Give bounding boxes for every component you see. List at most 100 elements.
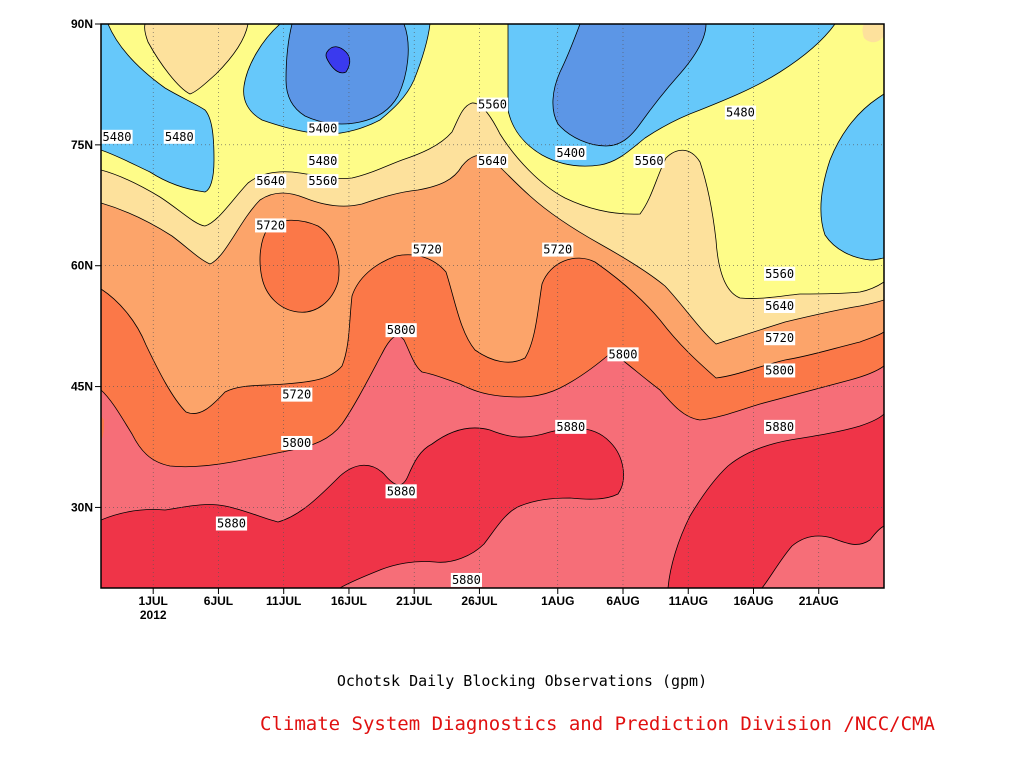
contour-line-5880-right xyxy=(667,413,884,588)
contour-labels: 5480 5480 5400 5480 5560 5640 5720 5720 5560 5640… xyxy=(101,97,796,587)
x-tick-label: 21AUG xyxy=(799,594,839,608)
contour-label: 5720 xyxy=(256,218,285,232)
contour-label-bg xyxy=(476,153,509,168)
x-tick-label: 11AUG xyxy=(669,594,708,608)
contour-label: 5560 xyxy=(478,98,507,112)
contour-label: 5560 xyxy=(308,174,337,188)
contour-label-bg xyxy=(450,572,482,587)
contour-line-5560-upperleft xyxy=(144,24,249,95)
x-tick-label: 11JUL xyxy=(266,594,301,608)
contour-label: 5800 xyxy=(609,347,638,361)
contour-label-bg xyxy=(307,174,339,189)
contour-label-bg xyxy=(764,266,796,281)
contour-label: 5720 xyxy=(765,331,794,345)
contour-label-bg xyxy=(764,331,796,346)
band-5320-5400-right xyxy=(552,24,706,146)
contour-label: 5800 xyxy=(765,363,794,377)
x-year-label: 2012 xyxy=(140,608,167,622)
x-tick-label: 6JUL xyxy=(204,594,233,608)
band-5720-5800-island xyxy=(260,220,340,313)
contour-label-bg xyxy=(764,363,796,378)
contour-label-bg xyxy=(163,129,195,144)
contour-line-5720 xyxy=(101,254,884,414)
contour-label: 5880 xyxy=(387,484,416,498)
contour-label: 5640 xyxy=(478,154,507,168)
contour-label-bg xyxy=(307,121,339,136)
contour-line-5480-farright xyxy=(820,93,884,261)
contour-line-5560 xyxy=(101,102,884,299)
contour-line-5480-right xyxy=(507,24,836,167)
y-tick-label: 60N xyxy=(71,259,93,273)
contour-line-5400-right xyxy=(552,24,707,147)
band-5560-5640-upper-left xyxy=(144,24,248,94)
contour-label-bg xyxy=(101,129,133,144)
contour-label-bg xyxy=(307,153,339,168)
contour-label-bg xyxy=(255,174,287,189)
contour-label: 5480 xyxy=(726,106,755,120)
y-tick-label: 90N xyxy=(71,17,93,31)
plot-frame xyxy=(100,23,885,589)
contour-label: 5880 xyxy=(452,573,481,587)
contour-line-5880-inset xyxy=(761,525,884,588)
contour-label: 5880 xyxy=(556,420,585,434)
band-5560-5640-upper-right xyxy=(862,24,884,43)
contour-label-bg xyxy=(633,153,665,168)
chart-title: Ochotsk Daily Blocking Observations (gpm… xyxy=(336,672,708,690)
contour-label-bg xyxy=(255,218,287,233)
contour-label-bg xyxy=(411,242,443,257)
x-tick-label: 1JUL xyxy=(139,594,168,608)
contour-label-bg xyxy=(764,299,796,313)
y-tick-label: 30N xyxy=(71,500,93,514)
band-above-5880-left xyxy=(101,427,624,588)
contour-label-bg xyxy=(385,323,417,338)
band-5320-5400-center xyxy=(286,24,409,124)
band-5400-5480-top-left xyxy=(101,24,214,192)
contour-label: 5480 xyxy=(165,130,194,144)
contour-line-5720-island xyxy=(259,219,340,313)
contour-line-5800 xyxy=(101,335,884,468)
contour-label-bg xyxy=(281,435,313,450)
contour-line-5480-topleft xyxy=(101,24,215,193)
contour-label-bg xyxy=(724,105,757,120)
contour-label-bg xyxy=(542,242,574,257)
y-tick-label: 45N xyxy=(71,380,93,394)
contour-label: 5720 xyxy=(413,243,442,257)
x-tick-label: 21JUL xyxy=(396,594,432,608)
chart-credit: Climate System Diagnostics and Predictio… xyxy=(260,713,935,735)
x-tick-label: 6AUG xyxy=(606,594,639,608)
band-5800-5880-inset-bottom-right xyxy=(762,526,884,588)
contour-line-5320 xyxy=(325,46,351,74)
contour-label: 5800 xyxy=(282,436,311,450)
contour-label: 5720 xyxy=(282,388,311,402)
y-axis: 30N 45N 60N 75N 90N xyxy=(71,17,101,514)
y-tick-label: 75N xyxy=(71,138,93,152)
contour-label-bg xyxy=(281,387,313,402)
contour-label: 5720 xyxy=(543,243,572,257)
contour-label-bg xyxy=(476,97,509,112)
contour-label: 5800 xyxy=(387,323,416,337)
contour-label-bg xyxy=(764,419,796,434)
contour-label: 5880 xyxy=(765,420,794,434)
contour-label-bg xyxy=(555,419,587,434)
contour-label: 5640 xyxy=(256,174,285,188)
x-tick-label: 16JUL xyxy=(331,594,367,608)
contour-label-bg xyxy=(385,484,417,499)
contour-label: 5400 xyxy=(308,122,337,136)
contour-line-5880-left xyxy=(101,427,624,588)
contour-label: 5480 xyxy=(103,130,132,144)
contour-label: 5400 xyxy=(556,146,585,160)
contour-label: 5880 xyxy=(217,517,246,531)
contour-label: 5640 xyxy=(765,299,794,313)
contour-label: 5480 xyxy=(308,154,337,168)
contour-label-bg xyxy=(607,347,639,362)
x-tick-label: 1AUG xyxy=(541,594,574,608)
band-5400-5480-right xyxy=(820,94,884,260)
contour-label-bg xyxy=(555,145,587,160)
x-tick-label: 16AUG xyxy=(733,594,773,608)
x-tick-label: 26JUL xyxy=(461,594,497,608)
contour-label: 5560 xyxy=(635,154,664,168)
contour-label-bg xyxy=(215,516,248,531)
contour-label: 5560 xyxy=(765,267,794,281)
